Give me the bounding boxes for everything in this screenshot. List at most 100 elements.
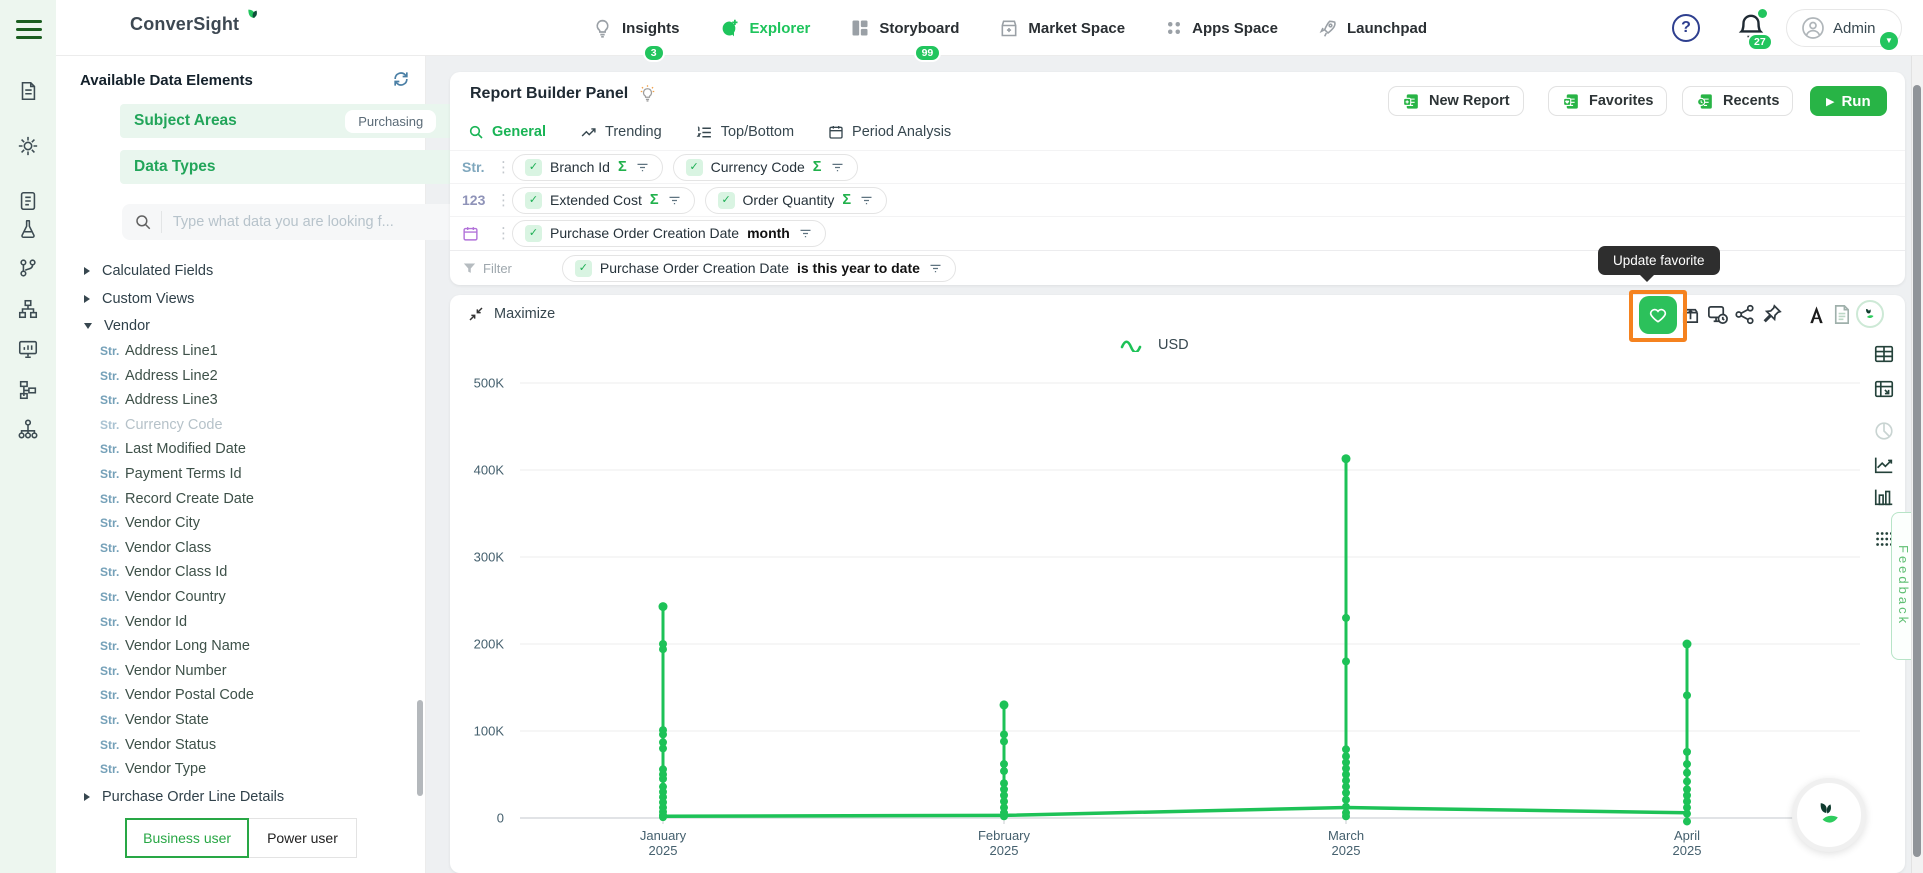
chip-order-quantity[interactable]: ✓ Order Quantity Σ: [705, 187, 888, 214]
filter-icon[interactable]: [830, 160, 845, 175]
tab-period-analysis[interactable]: Period Analysis: [828, 124, 951, 140]
table-view-icon[interactable]: [1873, 343, 1895, 365]
pin-icon[interactable]: [1760, 303, 1783, 326]
filter-icon[interactable]: [859, 193, 874, 208]
tree-item-vendor-city[interactable]: Str.Vendor City: [56, 511, 416, 536]
recents-button[interactable]: Recents: [1682, 86, 1793, 116]
flask-icon[interactable]: [17, 218, 39, 240]
pdf-export-icon[interactable]: [1805, 303, 1828, 326]
sigma-icon[interactable]: Σ: [813, 159, 822, 175]
tree-item-vendor-country[interactable]: Str.Vendor Country: [56, 585, 416, 610]
assistant-icon[interactable]: [1856, 300, 1884, 328]
drag-handle-icon[interactable]: ⋮: [496, 191, 512, 209]
chevron-down-icon[interactable]: ▼: [1880, 32, 1898, 50]
tree-item-address-line1[interactable]: Str.Address Line1: [56, 339, 416, 364]
filter-icon[interactable]: [928, 261, 943, 276]
chip-po-creation-date[interactable]: ✓ Purchase Order Creation Date month: [512, 220, 826, 247]
sigma-icon[interactable]: Σ: [618, 159, 627, 175]
tree-item-vendor-postal-code[interactable]: Str.Vendor Postal Code: [56, 683, 416, 708]
tab-general[interactable]: General: [468, 124, 546, 140]
tree-item-address-line3[interactable]: Str.Address Line3: [56, 388, 416, 413]
check-icon[interactable]: ✓: [686, 159, 703, 176]
tab-trending[interactable]: Trending: [580, 124, 662, 141]
filter-icon[interactable]: [667, 193, 682, 208]
help-icon[interactable]: ?: [1672, 14, 1700, 42]
chip-granularity[interactable]: month: [747, 225, 790, 241]
check-icon[interactable]: ✓: [718, 192, 735, 209]
dashboard-icon[interactable]: [17, 338, 39, 360]
tab-top-bottom[interactable]: Top/Bottom: [696, 124, 794, 141]
tree-group-calculated-fields[interactable]: Calculated Fields: [56, 259, 416, 284]
check-icon[interactable]: ✓: [525, 225, 542, 242]
bar-chart-icon[interactable]: [1873, 486, 1895, 508]
tree-item-vendor-class-id[interactable]: Str.Vendor Class Id: [56, 560, 416, 585]
chip-filter-po-date[interactable]: ✓ Purchase Order Creation Date is this y…: [562, 255, 956, 282]
tree-group-purchase-order-line-details[interactable]: Purchase Order Line Details: [56, 784, 416, 809]
tree-item-vendor-id[interactable]: Str.Vendor Id: [56, 609, 416, 634]
nav-item-apps-space[interactable]: Apps Space: [1165, 19, 1278, 37]
sitemap-icon[interactable]: [17, 298, 39, 320]
tree-item-vendor-class[interactable]: Str.Vendor Class: [56, 536, 416, 561]
pie-chart-icon[interactable]: [1873, 420, 1895, 442]
check-icon[interactable]: ✓: [575, 260, 592, 277]
conversight-assistant-bubble[interactable]: [1792, 778, 1866, 852]
favorite-heart-icon[interactable]: [1639, 296, 1677, 334]
refresh-icon[interactable]: [391, 69, 411, 89]
schedule-icon[interactable]: [1706, 303, 1729, 326]
document-icon[interactable]: [17, 80, 39, 102]
pivot-view-icon[interactable]: [1873, 378, 1895, 400]
git-branch-icon[interactable]: [17, 257, 39, 279]
power-user-button[interactable]: Power user: [249, 818, 357, 858]
tree-item-vendor-state[interactable]: Str.Vendor State: [56, 708, 416, 733]
chip-currency-code[interactable]: ✓ Currency Code Σ: [673, 154, 858, 181]
tree-item-vendor-number[interactable]: Str.Vendor Number: [56, 659, 416, 684]
new-report-button[interactable]: New Report: [1388, 86, 1524, 116]
tree-item-address-line2[interactable]: Str.Address Line2: [56, 363, 416, 388]
chip-extended-cost[interactable]: ✓ Extended Cost Σ: [512, 187, 695, 214]
caret-down-icon[interactable]: [84, 323, 92, 329]
search-input[interactable]: [173, 214, 460, 230]
caret-right-icon[interactable]: [84, 793, 90, 801]
tree-item-vendor-status[interactable]: Str.Vendor Status: [56, 732, 416, 757]
share-icon[interactable]: [1733, 303, 1756, 326]
page-scrollbar-thumb[interactable]: [1913, 85, 1921, 857]
drag-handle-icon[interactable]: ⋮: [496, 158, 512, 176]
idea-bulb-icon[interactable]: [638, 84, 657, 103]
survey-icon[interactable]: [17, 190, 39, 212]
data-types-row[interactable]: Data Types ❯: [120, 150, 474, 184]
tree-item-last-modified-date[interactable]: Str.Last Modified Date: [56, 437, 416, 462]
settings-gear-icon[interactable]: [17, 135, 39, 157]
check-icon[interactable]: ✓: [525, 192, 542, 209]
nav-item-insights[interactable]: Insights 3: [592, 18, 680, 39]
subject-area-value[interactable]: Purchasing: [345, 110, 436, 133]
sidebar-scrollbar[interactable]: [417, 700, 423, 796]
tree-item-payment-terms-id[interactable]: Str.Payment Terms Id: [56, 462, 416, 487]
caret-right-icon[interactable]: [84, 267, 90, 275]
hierarchy-icon[interactable]: [17, 379, 39, 401]
tree-item-vendor-long-name[interactable]: Str.Vendor Long Name: [56, 634, 416, 659]
subject-areas-row[interactable]: Subject Areas Purchasing ❯: [120, 104, 474, 138]
nav-item-explorer[interactable]: Explorer: [720, 18, 811, 39]
tree-group-vendor[interactable]: Vendor: [56, 314, 416, 339]
check-icon[interactable]: ✓: [525, 159, 542, 176]
sigma-icon[interactable]: Σ: [650, 192, 659, 208]
tree-item-record-create-date[interactable]: Str.Record Create Date: [56, 486, 416, 511]
sigma-icon[interactable]: Σ: [842, 192, 851, 208]
drag-handle-icon[interactable]: ⋮: [496, 224, 512, 242]
chip-condition[interactable]: is this year to date: [797, 260, 920, 276]
hamburger-menu-icon[interactable]: [16, 20, 42, 39]
chip-branch-id[interactable]: ✓ Branch Id Σ: [512, 154, 663, 181]
line-chart-canvas[interactable]: 0100K200K300K400K500KJanuary2025February…: [450, 295, 1905, 873]
org-chart-icon[interactable]: [17, 418, 39, 440]
nav-item-storyboard[interactable]: Storyboard 99: [850, 18, 959, 38]
line-chart-icon[interactable]: [1873, 454, 1895, 476]
tree-group-custom-views[interactable]: Custom Views: [56, 287, 416, 312]
tree-item-currency-code[interactable]: Str.Currency Code: [56, 413, 416, 438]
tree-item-vendor-type[interactable]: Str.Vendor Type: [56, 757, 416, 782]
nav-item-market-space[interactable]: Market Space: [999, 18, 1125, 38]
favorites-button[interactable]: Favorites: [1548, 86, 1667, 116]
nav-item-launchpad[interactable]: Launchpad: [1318, 18, 1427, 38]
document-export-icon[interactable]: [1830, 303, 1853, 326]
business-user-button[interactable]: Business user: [125, 818, 249, 858]
filter-icon[interactable]: [798, 226, 813, 241]
